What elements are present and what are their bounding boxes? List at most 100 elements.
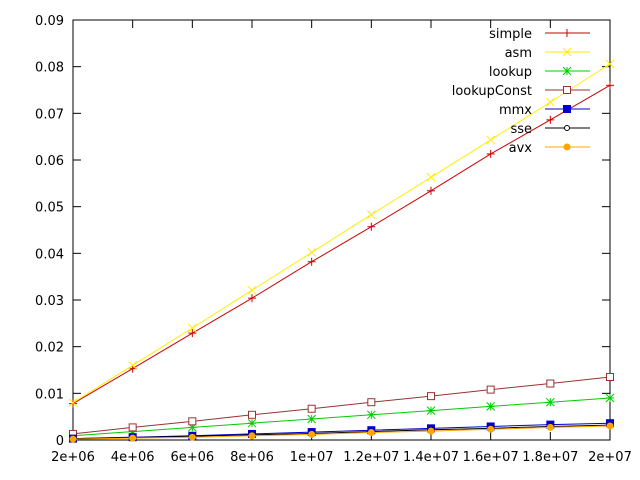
data-point-simple <box>307 257 316 266</box>
data-point-lookup <box>366 410 376 420</box>
legend-marker <box>564 125 570 131</box>
x-tick-label: 1e+07 <box>290 450 334 465</box>
y-tick-label: 0.04 <box>35 247 64 262</box>
data-point-simple <box>248 294 256 303</box>
series-line-asm <box>72 63 611 404</box>
legend-item-mmx: mmx <box>499 103 590 118</box>
plot-frame <box>72 19 611 441</box>
legend-item-avx: avx <box>509 141 590 156</box>
series-lookupConst <box>69 373 614 438</box>
data-point-asm <box>68 398 78 408</box>
y-tick-label: 0.09 <box>35 14 64 29</box>
x-tick-label: 4e+06 <box>111 450 155 465</box>
series-line-sse <box>72 424 611 440</box>
data-point-lookup <box>247 418 257 428</box>
data-point-asm <box>247 285 257 295</box>
data-point-avx <box>606 422 614 430</box>
y-tick-label: 0 <box>56 434 64 449</box>
legend-label: simple <box>489 27 532 42</box>
series-line-avx <box>72 425 611 440</box>
series-lines <box>68 59 615 443</box>
x-tick-label: 6e+06 <box>170 450 214 465</box>
legend-marker <box>563 29 571 37</box>
legend-marker <box>563 143 571 151</box>
legend-label: avx <box>509 141 533 156</box>
data-point-avx <box>69 435 77 443</box>
data-point-lookupConst <box>128 423 137 432</box>
data-point-simple <box>486 149 495 158</box>
data-point-simple <box>188 329 197 338</box>
series-simple <box>69 81 614 408</box>
data-point-lookupConst <box>486 385 495 394</box>
y-tick-label: 0.01 <box>35 387 64 402</box>
data-point-lookupConst <box>546 379 555 388</box>
x-tick-label: 1.8e+07 <box>522 450 578 465</box>
legend-label: lookupConst <box>452 84 532 99</box>
data-point-simple <box>69 399 77 408</box>
data-point-avx <box>188 433 196 441</box>
data-point-simple <box>606 81 614 90</box>
series-asm <box>68 59 615 408</box>
data-point-lookupConst <box>307 404 316 413</box>
legend-item-simple: simple <box>489 27 590 42</box>
data-point-avx <box>129 434 137 442</box>
series-line-lookupConst <box>72 376 611 435</box>
data-point-asm <box>366 210 376 219</box>
x-tick-label: 1.2e+07 <box>343 450 399 465</box>
data-point-simple <box>367 222 376 231</box>
data-point-lookupConst <box>188 417 197 426</box>
legend-label: sse <box>510 122 532 137</box>
data-point-lookup <box>426 406 436 415</box>
data-point-asm <box>486 135 496 145</box>
data-point-asm <box>307 248 317 257</box>
legend-item-lookupConst: lookupConst <box>452 84 590 99</box>
data-point-asm <box>605 59 615 69</box>
series-line-simple <box>72 84 611 405</box>
y-tick-label: 0.06 <box>35 154 64 169</box>
y-tick-label: 0.08 <box>35 61 64 76</box>
legend-label: lookup <box>489 65 532 80</box>
data-point-lookupConst <box>367 398 376 407</box>
data-point-avx <box>487 425 495 433</box>
data-point-avx <box>367 429 375 437</box>
x-tick-label: 2e+07 <box>588 450 632 465</box>
legend-item-lookup: lookup <box>489 65 590 80</box>
legend-marker <box>563 86 571 94</box>
series-line-lookup <box>72 397 611 437</box>
data-point-lookup <box>307 414 317 424</box>
axes: 0 0.01 0.02 0.03 0.04 0.05 0.06 0.07 0.08 0.09 2e+… <box>35 14 632 465</box>
legend-marker <box>563 105 571 113</box>
data-point-asm <box>426 172 436 182</box>
x-tick-label: 8e+06 <box>230 450 274 465</box>
legend-marker <box>562 66 572 76</box>
data-point-avx <box>546 423 554 431</box>
legend-label: asm <box>505 46 532 61</box>
legend-item-sse: sse <box>510 122 590 137</box>
data-point-lookupConst <box>606 373 614 381</box>
x-tick-label: 2e+06 <box>51 450 95 465</box>
y-tick-label: 0.05 <box>35 201 64 216</box>
legend-label: mmx <box>499 103 532 118</box>
data-point-avx <box>308 430 316 438</box>
data-point-lookup <box>486 402 496 411</box>
x-tick-label: 1.6e+07 <box>463 450 519 465</box>
data-point-avx <box>427 427 435 435</box>
y-tick-label: 0.07 <box>35 107 64 122</box>
data-point-simple <box>427 186 435 195</box>
y-tick-label: 0.02 <box>35 341 64 356</box>
x-tick-label: 1.4e+07 <box>403 450 459 465</box>
data-point-asm <box>545 97 555 107</box>
data-point-asm <box>128 360 138 370</box>
data-point-lookupConst <box>427 392 435 401</box>
series-avx <box>69 422 614 443</box>
legend-item-asm: asm <box>505 46 590 61</box>
data-point-simple <box>546 115 555 124</box>
data-point-lookup <box>605 393 615 403</box>
data-point-lookupConst <box>248 410 256 419</box>
series-mmx <box>69 419 614 443</box>
y-tick-label: 0.03 <box>35 294 64 309</box>
legend: simple asm lookup lookupConst mmx sse avx <box>452 27 590 156</box>
data-point-avx <box>248 432 256 440</box>
legend-marker <box>562 47 572 57</box>
